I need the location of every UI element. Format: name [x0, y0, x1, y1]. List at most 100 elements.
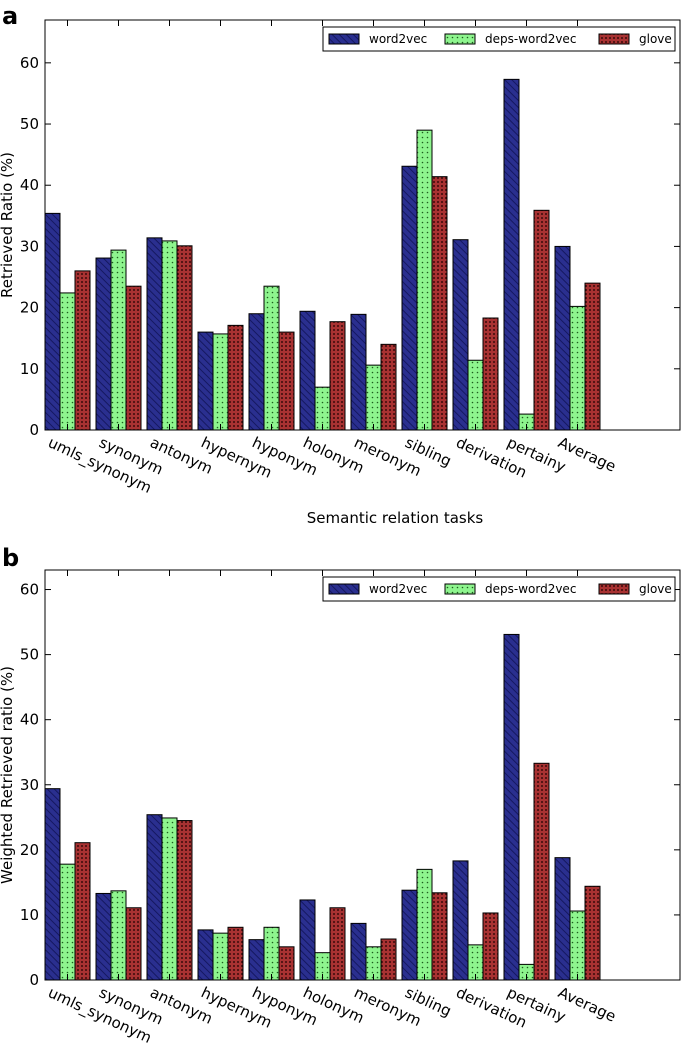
x-tick-label: Average — [555, 983, 618, 1025]
bar-deps-word2vec-hypernym — [212, 333, 229, 431]
y-tick-label: 50 — [20, 646, 39, 664]
panel-letter: a — [2, 2, 18, 30]
bar-glove-hyponym — [278, 331, 295, 431]
bar-deps-word2vec-derivation — [467, 359, 484, 431]
legend-swatch-deps-word2vec — [444, 583, 476, 595]
bar-glove-sibling — [431, 176, 448, 431]
bar-deps-word2vec-synonym — [110, 249, 127, 431]
bar-word2vec-meronym — [350, 922, 367, 981]
y-tick-label: 40 — [20, 176, 39, 194]
bar-deps-word2vec-Average — [569, 910, 586, 981]
y-tick-label: 20 — [20, 299, 39, 317]
bar-word2vec-sibling — [401, 165, 418, 431]
bar-word2vec-hypernym — [197, 331, 214, 431]
legend-swatch-word2vec — [328, 33, 360, 45]
legend: word2vec deps-word2vec glove — [322, 26, 676, 52]
bar-glove-meronym — [380, 343, 397, 431]
bar-word2vec-synonym — [95, 892, 112, 981]
bar-deps-word2vec-antonym — [161, 240, 178, 431]
panel-b: b0102030405060umls_synonymsynonymantonym… — [0, 544, 681, 1048]
y-tick-label: 50 — [20, 115, 39, 133]
bar-word2vec-antonym — [146, 237, 163, 431]
bar-deps-word2vec-hyponym — [263, 285, 280, 431]
bar-glove-hypernym — [227, 324, 244, 431]
bar-deps-word2vec-sibling — [416, 868, 433, 981]
bar-glove-derivation — [482, 317, 499, 431]
bar-deps-word2vec-Average — [569, 305, 586, 431]
y-tick-label: 0 — [29, 421, 39, 439]
bar-word2vec-synonym — [95, 257, 112, 431]
bar-word2vec-derivation — [452, 239, 469, 431]
bar-word2vec-Average — [554, 245, 571, 431]
bar-glove-meronym — [380, 938, 397, 981]
bar-glove-antonym — [176, 245, 193, 431]
bar-word2vec-antonym — [146, 814, 163, 981]
y-tick-label: 0 — [29, 971, 39, 989]
bar-deps-word2vec-meronym — [365, 364, 382, 431]
bar-glove-derivation — [482, 912, 499, 981]
bar-glove-pertainy — [533, 762, 550, 981]
bar-glove-umls_synonym — [74, 270, 91, 431]
bar-deps-word2vec-holonym — [314, 386, 331, 431]
bar-word2vec-holonym — [299, 310, 316, 431]
y-tick-label: 60 — [20, 581, 39, 599]
bar-deps-word2vec-sibling — [416, 129, 433, 431]
bar-word2vec-umls_synonym — [44, 788, 61, 981]
bar-word2vec-hypernym — [197, 929, 214, 981]
legend-swatch-word2vec — [328, 583, 360, 595]
y-tick-label: 30 — [20, 237, 39, 255]
bar-glove-hypernym — [227, 926, 244, 981]
bar-glove-Average — [584, 885, 601, 981]
x-tick-label: Average — [555, 433, 618, 475]
bar-word2vec-pertainy — [503, 633, 520, 981]
legend-label-deps-word2vec: deps-word2vec — [485, 32, 576, 46]
bar-glove-hyponym — [278, 946, 295, 981]
legend-label-deps-word2vec: deps-word2vec — [485, 582, 576, 596]
bar-word2vec-hyponym — [248, 939, 265, 981]
y-tick-label: 10 — [20, 360, 39, 378]
bar-deps-word2vec-umls_synonym — [59, 292, 76, 431]
bar-word2vec-meronym — [350, 313, 367, 431]
bar-deps-word2vec-hyponym — [263, 926, 280, 981]
bar-deps-word2vec-antonym — [161, 817, 178, 981]
bar-word2vec-umls_synonym — [44, 212, 61, 431]
bar-glove-pertainy — [533, 209, 550, 431]
y-tick-label: 60 — [20, 54, 39, 72]
panel-a: a0102030405060umls_synonymsynonymantonym… — [0, 2, 681, 527]
bar-glove-holonym — [329, 907, 346, 981]
bar-deps-word2vec-hypernym — [212, 932, 229, 981]
legend-swatch-glove — [598, 583, 630, 595]
legend: word2vec deps-word2vec glove — [322, 576, 676, 602]
y-axis-label: Weighted Retrieved ratio (%) — [0, 666, 16, 884]
legend-label-glove: glove — [639, 32, 672, 46]
bar-word2vec-holonym — [299, 899, 316, 981]
legend-label-word2vec: word2vec — [369, 32, 427, 46]
y-tick-label: 30 — [20, 776, 39, 794]
legend-label-word2vec: word2vec — [369, 582, 427, 596]
bar-glove-holonym — [329, 321, 346, 431]
bar-deps-word2vec-umls_synonym — [59, 863, 76, 981]
bar-word2vec-Average — [554, 857, 571, 981]
legend-label-glove: glove — [639, 582, 672, 596]
bar-word2vec-sibling — [401, 889, 418, 981]
y-axis-label: Retrieved Ratio (%) — [0, 152, 16, 298]
bar-deps-word2vec-synonym — [110, 890, 127, 981]
bar-glove-Average — [584, 282, 601, 431]
y-tick-label: 10 — [20, 906, 39, 924]
y-tick-label: 20 — [20, 841, 39, 859]
legend-swatch-glove — [598, 33, 630, 45]
bar-glove-umls_synonym — [74, 842, 91, 981]
bar-word2vec-pertainy — [503, 78, 520, 431]
bar-glove-synonym — [125, 285, 142, 431]
x-axis-label: Semantic relation tasks — [307, 509, 484, 527]
bar-glove-antonym — [176, 820, 193, 981]
bar-glove-synonym — [125, 907, 142, 981]
panel-letter: b — [2, 544, 19, 572]
bar-word2vec-hyponym — [248, 313, 265, 431]
legend-box — [322, 26, 676, 52]
y-tick-label: 40 — [20, 711, 39, 729]
bar-glove-sibling — [431, 892, 448, 981]
bar-word2vec-derivation — [452, 860, 469, 981]
